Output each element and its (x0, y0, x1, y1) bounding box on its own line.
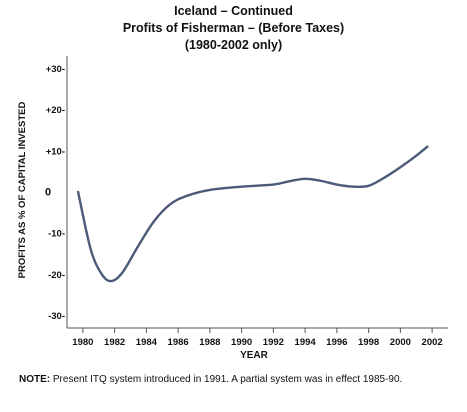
profit-series-line (76, 145, 429, 283)
x-tick-label: 1992 (263, 337, 284, 348)
x-tick-label: 2002 (422, 337, 443, 348)
x-tick-label: 1996 (326, 337, 347, 348)
x-tick-label: 1988 (199, 337, 220, 348)
chart-subtitle: Profits of Fisherman – (Before Taxes) (122, 21, 345, 35)
x-tick-label: 1982 (104, 337, 125, 348)
chart-ticks: 1980 1982 1984 1986 1988 1990 1992 1994 1996 1998… (45, 64, 443, 348)
y-axis-label: PROFITS AS % OF CAPITAL INVESTED (17, 102, 28, 279)
chart-title: Iceland – Continued (174, 4, 293, 18)
x-tick-label: 1984 (136, 337, 158, 348)
x-tick-label: 1990 (231, 337, 252, 348)
footnote-label: NOTE: (19, 374, 51, 385)
chart-series (76, 145, 429, 283)
y-tick-label: -30- (48, 311, 65, 322)
y-tick-label: +30- (46, 64, 65, 75)
x-tick-label: 1980 (72, 337, 93, 348)
chart-subtitle-years: (1980-2002 only) (184, 38, 283, 52)
x-axis-label: YEAR (240, 350, 269, 361)
y-tick-label: +20- (46, 105, 65, 116)
footnote-text: Present ITQ system introduced in 1991. A… (50, 374, 403, 385)
y-tick-label: 0 (45, 187, 51, 199)
x-tick-label: 1998 (358, 337, 379, 348)
x-tick-label: 1994 (295, 337, 317, 348)
footnote: NOTE: Present ITQ system introduced in 1… (19, 374, 402, 385)
chart-title-block: Iceland – Continued Profits of Fisherman… (0, 3, 467, 54)
y-tick-label: -20- (48, 270, 65, 281)
x-tick-label: 1986 (168, 337, 189, 348)
x-tick-label: 2000 (390, 337, 411, 348)
y-tick-label: -10- (48, 229, 65, 240)
chart-axes (66, 56, 448, 329)
y-tick-label: +10- (46, 146, 65, 157)
